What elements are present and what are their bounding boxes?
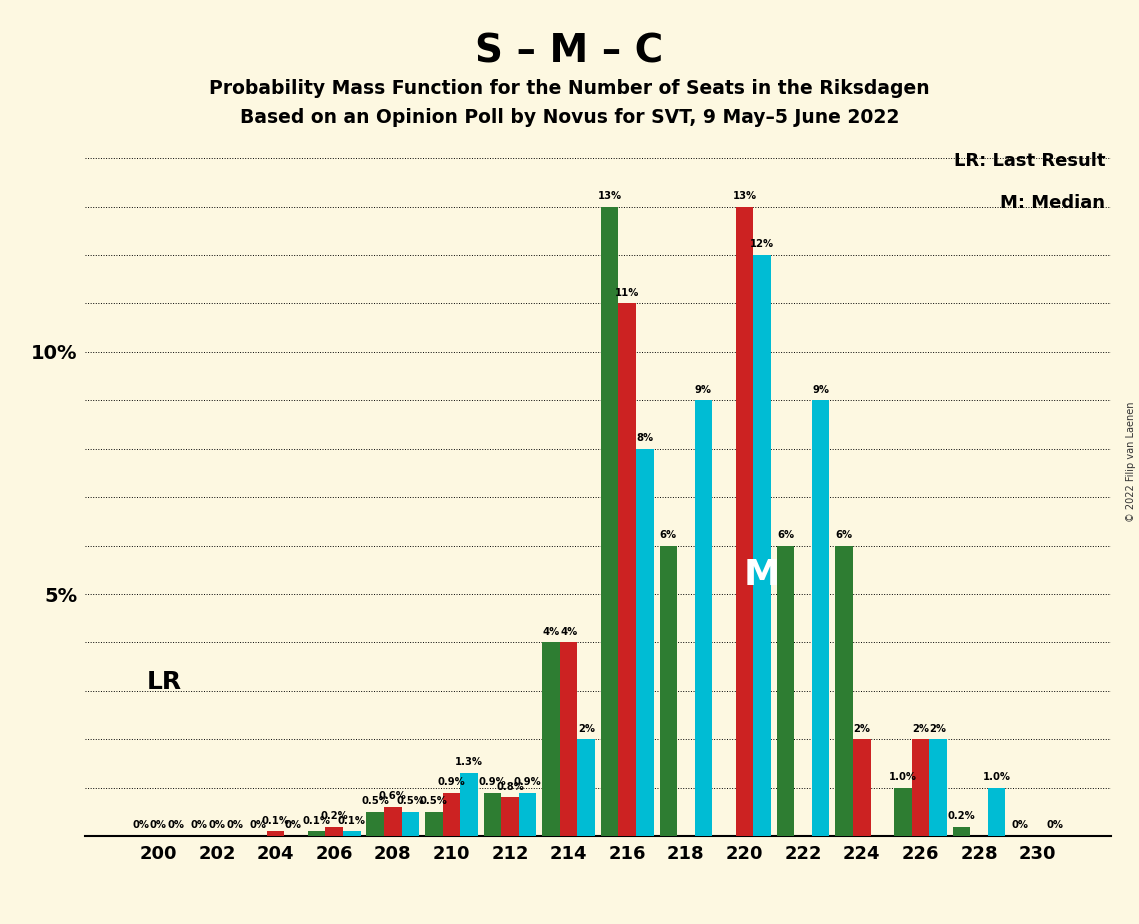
Text: 0.6%: 0.6% — [379, 791, 407, 801]
Text: 6%: 6% — [836, 529, 853, 540]
Text: Probability Mass Function for the Number of Seats in the Riksdagen: Probability Mass Function for the Number… — [210, 79, 929, 98]
Text: 0.2%: 0.2% — [320, 810, 349, 821]
Text: 9%: 9% — [695, 384, 712, 395]
Bar — [812, 400, 829, 836]
Bar — [542, 642, 560, 836]
Bar — [343, 832, 361, 836]
Text: 0.9%: 0.9% — [437, 777, 466, 787]
Bar — [326, 827, 343, 836]
Bar — [618, 303, 636, 836]
Bar — [560, 642, 577, 836]
Text: 6%: 6% — [659, 529, 677, 540]
Bar — [577, 739, 595, 836]
Bar — [501, 797, 519, 836]
Text: 0.5%: 0.5% — [361, 796, 390, 807]
Text: 0.9%: 0.9% — [478, 777, 507, 787]
Bar — [519, 793, 536, 836]
Text: 2%: 2% — [929, 723, 947, 734]
Text: 8%: 8% — [637, 433, 654, 443]
Bar — [601, 207, 618, 836]
Bar — [929, 739, 947, 836]
Text: Based on an Opinion Poll by Novus for SVT, 9 May–5 June 2022: Based on an Opinion Poll by Novus for SV… — [240, 108, 899, 128]
Text: 0.5%: 0.5% — [396, 796, 425, 807]
Text: 0.1%: 0.1% — [303, 816, 330, 825]
Bar — [659, 546, 677, 836]
Text: 13%: 13% — [598, 191, 622, 201]
Bar — [777, 546, 794, 836]
Bar — [484, 793, 501, 836]
Text: 0%: 0% — [132, 821, 149, 831]
Text: 2%: 2% — [577, 723, 595, 734]
Bar — [460, 773, 478, 836]
Bar — [753, 255, 771, 836]
Bar — [367, 812, 384, 836]
Text: 4%: 4% — [560, 626, 577, 637]
Text: 0.1%: 0.1% — [262, 816, 289, 825]
Text: 0%: 0% — [167, 821, 185, 831]
Bar — [267, 832, 285, 836]
Text: 13%: 13% — [732, 191, 756, 201]
Bar — [988, 788, 1006, 836]
Text: M: Median: M: Median — [1000, 194, 1105, 212]
Text: 2%: 2% — [853, 723, 870, 734]
Text: 1.0%: 1.0% — [983, 772, 1010, 782]
Bar — [911, 739, 929, 836]
Text: 0%: 0% — [285, 821, 302, 831]
Bar — [636, 449, 654, 836]
Bar — [308, 832, 326, 836]
Text: 0.8%: 0.8% — [497, 782, 524, 792]
Text: 0%: 0% — [191, 821, 208, 831]
Bar — [894, 788, 911, 836]
Bar — [853, 739, 870, 836]
Text: 11%: 11% — [615, 287, 639, 298]
Text: 9%: 9% — [812, 384, 829, 395]
Text: 1.0%: 1.0% — [888, 772, 917, 782]
Text: 0%: 0% — [249, 821, 267, 831]
Text: © 2022 Filip van Laenen: © 2022 Filip van Laenen — [1126, 402, 1136, 522]
Bar — [736, 207, 753, 836]
Bar — [952, 827, 970, 836]
Bar — [384, 808, 402, 836]
Text: M: M — [744, 558, 780, 591]
Bar — [402, 812, 419, 836]
Text: 2%: 2% — [912, 723, 928, 734]
Text: S – M – C: S – M – C — [475, 32, 664, 70]
Text: 12%: 12% — [749, 239, 775, 249]
Text: 0.9%: 0.9% — [514, 777, 541, 787]
Text: 0%: 0% — [208, 821, 226, 831]
Text: 0.5%: 0.5% — [420, 796, 448, 807]
Text: 4%: 4% — [542, 626, 559, 637]
Bar — [695, 400, 712, 836]
Text: 0%: 0% — [1011, 821, 1029, 831]
Bar — [835, 546, 853, 836]
Bar — [443, 793, 460, 836]
Text: 0.1%: 0.1% — [338, 816, 366, 825]
Text: 0%: 0% — [1047, 821, 1064, 831]
Text: LR: LR — [147, 670, 182, 694]
Bar — [425, 812, 443, 836]
Text: 1.3%: 1.3% — [456, 758, 483, 768]
Text: 0.2%: 0.2% — [948, 810, 975, 821]
Text: LR: Last Result: LR: Last Result — [953, 152, 1105, 169]
Text: 0%: 0% — [226, 821, 243, 831]
Text: 0%: 0% — [150, 821, 167, 831]
Text: 6%: 6% — [777, 529, 794, 540]
